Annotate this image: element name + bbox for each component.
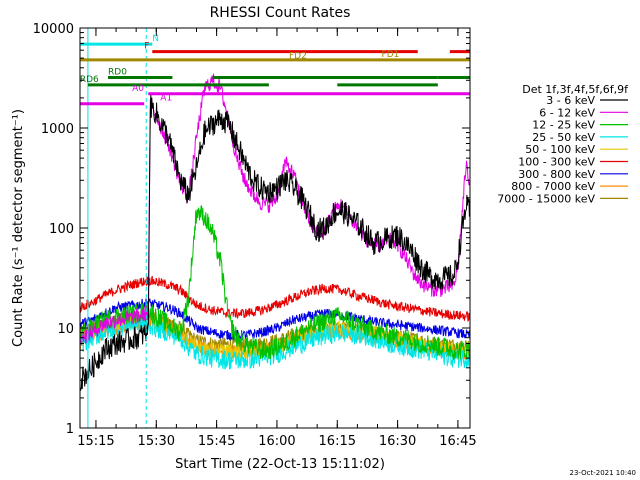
series-line — [80, 93, 470, 391]
legend-title: Det 1f,3f,4f,5f,6f,9f — [522, 83, 629, 96]
legend-entry-label: 300 - 800 keV — [518, 168, 595, 181]
y-tick-label: 100 — [49, 222, 74, 237]
flag-label: RD0 — [108, 67, 127, 77]
plot-area: NF FD1 FD2 RD0 RD6 A0 A1 — [80, 28, 470, 428]
x-tick-label: 15:15 — [77, 434, 114, 449]
flag-label: RD6 — [80, 75, 99, 85]
y-tick-label: 10 — [57, 322, 74, 337]
y-tick-label: 1000 — [41, 122, 74, 137]
flag-label: A0 — [132, 84, 144, 94]
legend-entry-label: 100 - 300 keV — [518, 156, 595, 169]
legend-entry-label: 7000 - 15000 keV — [497, 192, 595, 205]
series-line — [80, 275, 470, 322]
series-line — [80, 298, 470, 342]
legend-entry-label: 6 - 12 keV — [539, 106, 595, 119]
legend-entry-label: 50 - 100 keV — [525, 143, 595, 156]
y-tick-label: 10000 — [33, 22, 74, 37]
x-tick-label: 16:00 — [258, 434, 295, 449]
series-line — [80, 205, 470, 361]
chart-title: RHESSI Count Rates — [210, 5, 351, 21]
y-tick-label: 1 — [66, 422, 74, 437]
flag-label: FD1 — [382, 50, 400, 60]
x-tick-label: 16:15 — [319, 434, 356, 449]
series-line — [80, 314, 470, 371]
footer-timestamp: 23-Oct-2021 10:40 — [570, 469, 636, 477]
x-tick-label: 16:30 — [379, 434, 416, 449]
x-tick-label: 15:45 — [198, 434, 235, 449]
flag-label: N — [152, 34, 159, 44]
flag-label: F — [144, 42, 149, 52]
x-tick-label: 16:45 — [439, 434, 476, 449]
x-axis-label: Start Time (22-Oct-13 15:11:02) — [175, 457, 385, 472]
y-axis-label: Count Rate (s⁻¹ detector segment⁻¹) — [11, 109, 26, 347]
legend-entry-label: 25 - 50 keV — [532, 131, 595, 144]
flag-label: FD2 — [289, 52, 307, 62]
legend-entry-label: 800 - 7000 keV — [511, 180, 595, 193]
legend-entry-label: 3 - 6 keV — [546, 94, 595, 107]
x-tick-label: 15:30 — [138, 434, 175, 449]
legend-entry-label: 12 - 25 keV — [532, 119, 595, 132]
flag-label: A1 — [160, 94, 172, 104]
